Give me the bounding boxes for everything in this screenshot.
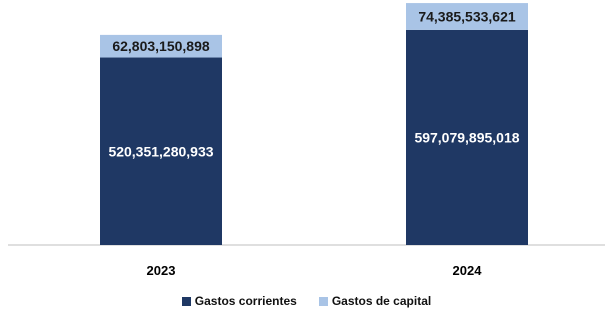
x-tick-label-2023: 2023 <box>147 263 176 278</box>
bar-2023-series-1 <box>100 34 222 58</box>
legend-item-gastos-de-capital: Gastos de capital <box>318 294 432 308</box>
data-label-2023-series-1: 62,803,150,898 <box>112 38 210 54</box>
legend-swatch-gastos-corrientes <box>181 296 191 306</box>
data-label-2024-series-0: 597,079,895,018 <box>414 129 519 145</box>
data-label-2023-series-0: 520,351,280,933 <box>108 143 213 159</box>
legend-swatch-gastos-de-capital <box>318 296 328 306</box>
bar-2024-series-0 <box>406 29 528 245</box>
x-tick-label-2024: 2024 <box>453 263 483 278</box>
legend-item-gastos-corrientes: Gastos corrientes <box>181 294 297 308</box>
chart-legend: Gastos corrientes Gastos de capital <box>0 294 613 308</box>
bar-2024-series-1 <box>406 3 528 30</box>
legend-label-gastos-corrientes: Gastos corrientes <box>194 294 297 308</box>
data-label-2024-series-1: 74,385,533,621 <box>418 8 516 24</box>
chart-plot-area: 520,351,280,933 62,803,150,898 2023 597,079… <box>8 3 605 278</box>
legend-label-gastos-de-capital: Gastos de capital <box>331 294 432 308</box>
bar-2023-series-0 <box>100 57 222 245</box>
